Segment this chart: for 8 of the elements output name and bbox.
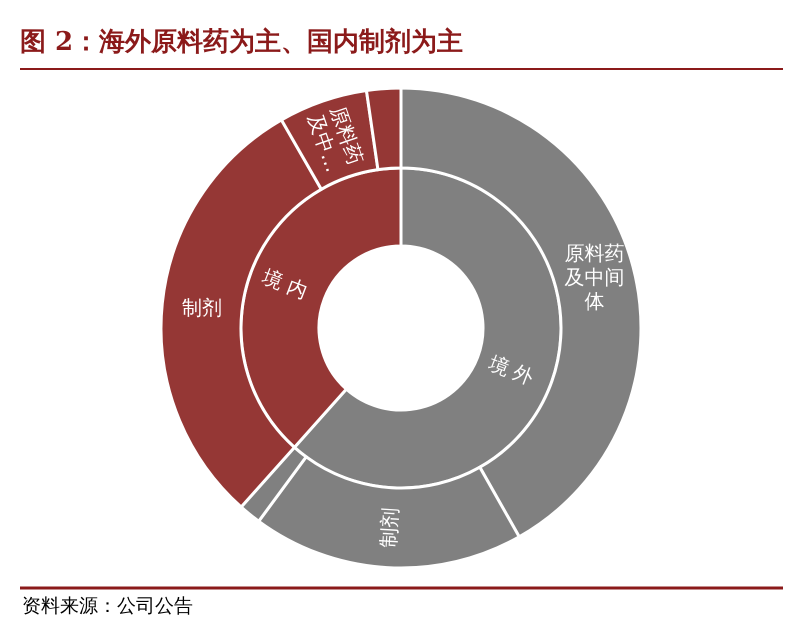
text: 资料来源：公司公告 bbox=[22, 595, 193, 617]
slice-label: 原料药及中… bbox=[303, 102, 368, 176]
slice-label: 境内 bbox=[258, 264, 317, 306]
slice-label: 制剂 bbox=[182, 295, 222, 320]
chart-title: 图 2：海外原料药为主、国内制剂为主 bbox=[20, 27, 464, 57]
slice-label: 境外 bbox=[484, 350, 543, 392]
slice-label: 原料药及中间体 bbox=[564, 241, 624, 314]
slice-label: 制剂 bbox=[376, 506, 402, 548]
